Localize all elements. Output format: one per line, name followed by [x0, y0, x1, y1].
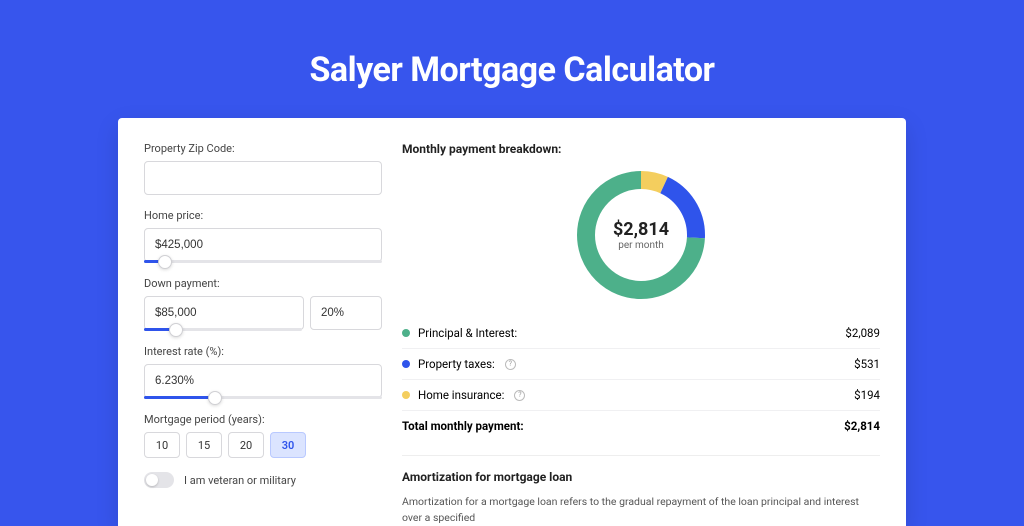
breakdown-row: Principal & Interest: $2,089	[402, 318, 880, 349]
down-payment-slider-thumb[interactable]	[169, 323, 183, 337]
donut-chart: $2,814 per month	[576, 170, 706, 300]
legend-dot	[402, 360, 410, 368]
breakdown-value: $531	[854, 357, 880, 371]
donut-center-amount: $2,814	[613, 219, 669, 240]
legend-dot	[402, 391, 410, 399]
amortization-title: Amortization for mortgage loan	[402, 470, 880, 484]
interest-rate-input[interactable]	[144, 364, 382, 398]
home-price-slider[interactable]	[144, 260, 382, 263]
breakdown-rows: Principal & Interest: $2,089 Property taxe…	[402, 318, 880, 411]
zip-field-group: Property Zip Code:	[144, 142, 382, 195]
period-label: Mortgage period (years):	[144, 413, 382, 426]
interest-rate-slider-thumb[interactable]	[208, 391, 222, 405]
amortization-text: Amortization for a mortgage loan refers …	[402, 494, 880, 526]
page-title: Salyer Mortgage Calculator	[310, 50, 715, 90]
home-price-slider-thumb[interactable]	[158, 255, 172, 269]
period-btn-30[interactable]: 30	[270, 432, 306, 458]
period-btn-15[interactable]: 15	[186, 432, 222, 458]
veteran-label: I am veteran or military	[184, 474, 296, 487]
interest-rate-field-group: Interest rate (%):	[144, 345, 382, 399]
breakdown-value: $2,089	[845, 326, 880, 340]
interest-rate-label: Interest rate (%):	[144, 345, 382, 358]
breakdown-row: Home insurance:? $194	[402, 380, 880, 411]
breakdown-value: $194	[854, 388, 880, 402]
home-price-label: Home price:	[144, 209, 382, 222]
zip-input[interactable]	[144, 161, 382, 195]
down-payment-pct-input[interactable]	[310, 296, 382, 330]
period-btn-10[interactable]: 10	[144, 432, 180, 458]
legend-dot	[402, 329, 410, 337]
breakdown-label: Property taxes:	[418, 357, 495, 371]
breakdown-title: Monthly payment breakdown:	[402, 142, 880, 156]
veteran-toggle-row: I am veteran or military	[144, 472, 382, 488]
interest-rate-slider[interactable]	[144, 396, 382, 399]
donut-chart-wrap: $2,814 per month	[402, 170, 880, 300]
calculator-card: Property Zip Code: Home price: Down paym…	[118, 118, 906, 526]
down-payment-field-group: Down payment:	[144, 277, 382, 331]
period-field-group: Mortgage period (years): 10152030	[144, 413, 382, 458]
donut-center-sub: per month	[618, 240, 664, 251]
info-icon[interactable]: ?	[514, 390, 525, 401]
form-column: Property Zip Code: Home price: Down paym…	[144, 142, 382, 526]
zip-label: Property Zip Code:	[144, 142, 382, 155]
breakdown-label: Principal & Interest:	[418, 326, 517, 340]
veteran-toggle[interactable]	[144, 472, 174, 488]
breakdown-column: Monthly payment breakdown: $2,814 per mo…	[402, 142, 880, 526]
total-row: Total monthly payment: $2,814	[402, 411, 880, 441]
down-payment-label: Down payment:	[144, 277, 382, 290]
period-buttons: 10152030	[144, 432, 382, 458]
down-payment-amount-input[interactable]	[144, 296, 304, 330]
total-value: $2,814	[844, 419, 880, 433]
home-price-input[interactable]	[144, 228, 382, 262]
breakdown-row: Property taxes:? $531	[402, 349, 880, 380]
total-label: Total monthly payment:	[402, 419, 524, 433]
home-price-field-group: Home price:	[144, 209, 382, 263]
down-payment-slider[interactable]	[144, 328, 302, 331]
amortization-section: Amortization for mortgage loan Amortizat…	[402, 455, 880, 526]
info-icon[interactable]: ?	[505, 359, 516, 370]
period-btn-20[interactable]: 20	[228, 432, 264, 458]
breakdown-label: Home insurance:	[418, 388, 504, 402]
